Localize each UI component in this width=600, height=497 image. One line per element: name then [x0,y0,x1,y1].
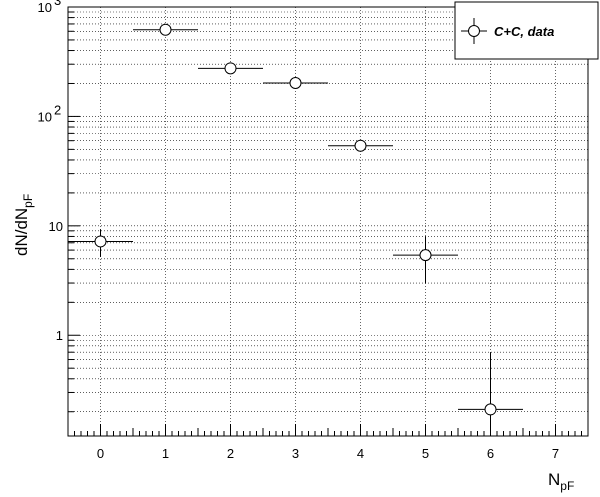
y-axis-title: dN/dNpF [12,194,35,256]
legend-marker-circle [468,25,480,37]
point-marker [289,77,302,90]
y-tick-label: 1 [56,328,63,343]
data-point [68,229,133,257]
x-tick-label: 0 [97,446,104,461]
plot-frame [67,6,589,437]
y-tick-label: 10 [38,109,52,124]
x-axis: 0 1 2 3 4 5 6 7 [67,424,589,461]
data-point [133,23,198,36]
x-axis-title: NpF [548,470,574,493]
x-tick-label: 3 [292,446,299,461]
x-tick-label: 2 [227,446,234,461]
legend-label: C+C, data [494,24,554,39]
point-marker [484,403,497,416]
point-marker [419,249,432,262]
x-tick-label: 7 [552,446,559,461]
x-tick-label: 1 [162,446,169,461]
point-marker [354,139,367,152]
point-marker [159,23,172,36]
data-point [393,236,458,284]
point-marker [224,62,237,75]
y-tick-label: 10 [38,0,52,15]
x-tick-label: 5 [422,446,429,461]
data-point [198,62,263,75]
x-tick-label: 4 [357,446,364,461]
data-point [263,77,328,90]
data-point [458,352,523,436]
y-tick-label: 10 [49,219,63,234]
y-tick-label-exponent: 2 [54,102,61,117]
point-marker [94,235,107,248]
y-tick-label-exponent: 3 [54,0,61,8]
legend: C+C, data [454,1,599,60]
data-point [328,139,393,152]
x-tick-label: 6 [487,446,494,461]
data-points [68,23,523,436]
grid [68,6,588,436]
